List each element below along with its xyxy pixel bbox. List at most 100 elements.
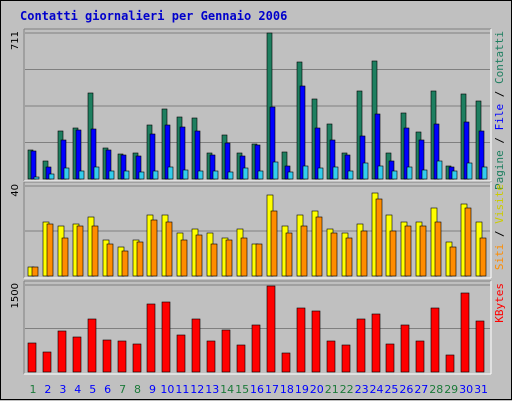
bar-contatti	[78, 170, 85, 180]
bar-file	[433, 123, 440, 180]
bar-kbytes	[400, 324, 410, 373]
bar-siti	[375, 198, 383, 277]
bar-file	[224, 142, 231, 180]
x-tick-label: 27	[414, 383, 428, 396]
bar-siti	[210, 243, 218, 277]
x-tick-label: 4	[74, 383, 81, 396]
bar-siti	[225, 239, 233, 277]
bar-kbytes	[385, 343, 395, 373]
y-max-label: 40	[10, 184, 21, 197]
bar-kbytes	[251, 324, 261, 373]
bar-file	[209, 154, 216, 180]
bar-contatti	[421, 169, 428, 180]
bar-siti	[195, 234, 203, 277]
bar-file	[120, 154, 127, 180]
bar-siti	[389, 230, 397, 277]
bar-contatti	[63, 167, 70, 180]
bar-kbytes	[27, 342, 37, 373]
legend-text: /	[493, 224, 506, 244]
bar-kbytes	[146, 303, 156, 373]
bar-kbytes	[311, 310, 321, 373]
bar-kbytes	[236, 344, 246, 373]
legend-text: Contatti	[493, 31, 506, 84]
bar-kbytes	[356, 318, 366, 373]
bar-contatti	[182, 169, 189, 180]
bar-contatti	[138, 171, 145, 180]
x-tick-label: 26	[399, 383, 413, 396]
x-tick-label: 29	[444, 383, 458, 396]
bar-contatti	[212, 170, 219, 180]
x-tick-label: 17	[265, 383, 279, 396]
bar-file	[135, 155, 142, 180]
bar-file	[463, 121, 470, 180]
bar-pagine	[356, 90, 363, 180]
bar-siti	[165, 221, 173, 277]
bar-siti	[300, 225, 308, 277]
bar-siti	[360, 230, 368, 277]
bar-contatti	[362, 162, 369, 180]
bar-file	[105, 149, 112, 180]
legend-bottom: KBytes	[493, 283, 506, 323]
legend-text: Visite	[493, 184, 506, 224]
bar-file	[269, 106, 276, 180]
bar-file	[90, 128, 97, 180]
x-tick-label: 2	[44, 383, 51, 396]
bar-file	[314, 127, 321, 180]
x-tick-label: 14	[220, 383, 234, 396]
bar-contatti	[466, 162, 473, 180]
bar-contatti	[377, 165, 384, 180]
x-tick-label: 22	[340, 383, 354, 396]
bar-siti	[285, 232, 293, 277]
bar-contatti	[123, 170, 130, 180]
bar-file	[344, 154, 351, 180]
bar-contatti	[287, 171, 294, 180]
x-tick-label: 31	[474, 383, 488, 396]
x-tick-label: 13	[205, 383, 219, 396]
bar-kbytes	[72, 336, 82, 373]
bar-siti	[449, 246, 457, 277]
bar-file	[359, 135, 366, 180]
bar-file	[194, 130, 201, 180]
bar-contatti	[227, 171, 234, 180]
bar-siti	[464, 207, 472, 277]
bar-file	[418, 139, 425, 180]
bar-pagine	[266, 32, 273, 180]
bar-file	[388, 160, 395, 180]
x-tick-label: 15	[235, 383, 249, 396]
bar-file	[254, 144, 261, 180]
bar-siti	[61, 237, 69, 277]
chart-title: Contatti giornalieri per Gennaio 2006	[20, 9, 287, 23]
x-tick-label: 30	[459, 383, 473, 396]
bar-kbytes	[415, 340, 425, 373]
bar-contatti	[391, 170, 398, 180]
x-tick-label: 12	[190, 383, 204, 396]
legend-text: /	[493, 84, 506, 104]
bar-contatti	[272, 161, 279, 180]
x-tick-label: 25	[384, 383, 398, 396]
bar-contatti	[317, 167, 324, 180]
x-tick-label: 11	[175, 383, 189, 396]
legend-text: Siti	[493, 244, 506, 271]
bar-file	[329, 139, 336, 180]
bar-siti	[31, 266, 39, 277]
bar-siti	[479, 237, 487, 277]
bar-siti	[330, 232, 338, 277]
bar-siti	[240, 237, 248, 277]
x-tick-label: 28	[429, 383, 443, 396]
bar-siti	[404, 225, 412, 277]
bar-siti	[76, 225, 84, 277]
bar-pagine	[281, 151, 288, 180]
bar-contatti	[332, 166, 339, 180]
bar-kbytes	[281, 352, 291, 373]
bar-kbytes	[176, 334, 186, 373]
x-tick-label: 10	[160, 383, 174, 396]
bar-contatti	[108, 170, 115, 180]
legend-text: KBytes	[493, 283, 506, 323]
legend-top: Pagine / File / Contatti	[493, 31, 506, 190]
bar-file	[299, 85, 306, 180]
bar-siti	[180, 239, 188, 277]
bar-siti	[121, 250, 129, 277]
bar-kbytes	[460, 292, 470, 373]
bar-siti	[419, 225, 427, 277]
bar-file	[374, 113, 381, 180]
